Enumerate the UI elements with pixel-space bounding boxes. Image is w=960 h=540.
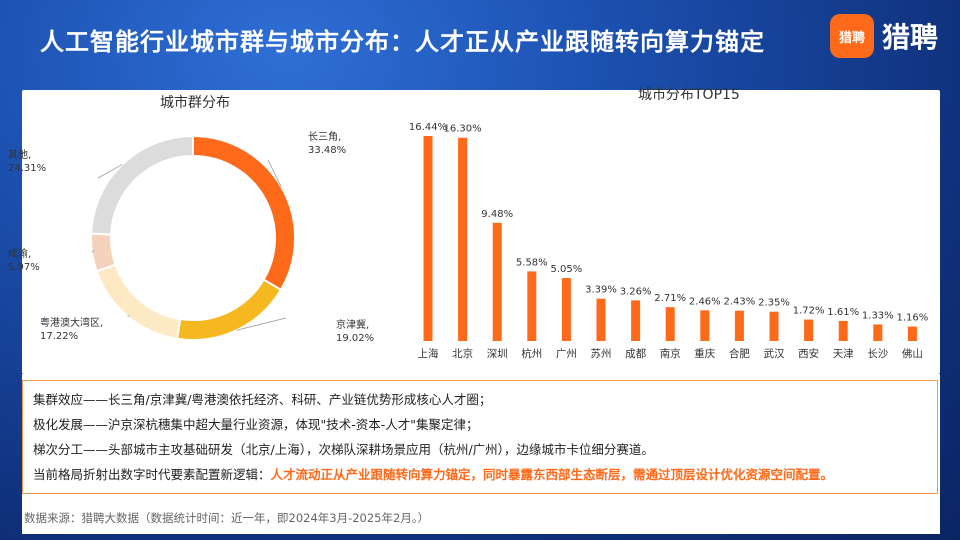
- bar-value-label: 2.35%: [758, 298, 790, 309]
- bar: [492, 222, 502, 341]
- bar: [873, 324, 883, 341]
- donut-chart-title: 城市群分布: [160, 95, 230, 111]
- bar-category-label: 天津: [833, 348, 854, 360]
- bar: [734, 310, 744, 341]
- bar-value-label: 9.48%: [481, 209, 513, 220]
- bar-category-label: 武汉: [764, 347, 785, 360]
- donut-slice-value: 17.22%: [40, 331, 78, 342]
- donut-leader-line: [97, 163, 123, 179]
- bar: [596, 298, 606, 341]
- data-source: 数据来源：猎聘大数据（数据统计时间：近一年，即2024年3月-2025年2月。）: [24, 506, 940, 530]
- bar: [804, 319, 814, 341]
- donut-slice-value: 33.48%: [308, 145, 346, 156]
- donut-slice-name: 长三角,: [308, 131, 341, 143]
- bar: [769, 311, 779, 341]
- bar-value-label: 16.30%: [444, 124, 482, 135]
- note-line-4-highlight: 人才流动正从产业跟随转向算力锚定，同时暴露东西部生态断层，需通过顶层设计优化资源…: [270, 467, 834, 482]
- notes-box: 集群效应——长三角/京津冀/粤港澳依托经济、科研、产业链优势形成核心人才圈； 极…: [22, 380, 938, 494]
- donut-slice: [192, 134, 296, 292]
- bar-value-label: 1.72%: [793, 306, 825, 317]
- bar-category-label: 深圳: [487, 348, 508, 360]
- bar-value-label: 1.61%: [827, 307, 859, 318]
- bar-value-label: 5.58%: [516, 257, 548, 268]
- donut-slice-name: 成渝,: [8, 247, 31, 260]
- bar: [631, 300, 641, 341]
- bar-value-label: 5.05%: [551, 264, 583, 275]
- note-line-3: 梯次分工——头部城市主攻基础研发（北京/上海），次梯队深耕场景应用（杭州/广州）…: [33, 442, 654, 457]
- donut-slice-name: 粤港澳大湾区,: [40, 316, 103, 329]
- bar: [527, 271, 537, 341]
- logo-text: 猎聘: [881, 21, 938, 54]
- donut-leader-line: [91, 249, 95, 253]
- bar: [838, 320, 848, 341]
- bar-category-label: 广州: [556, 348, 577, 360]
- bar-value-label: 2.43%: [724, 297, 756, 308]
- bar-category-label: 北京: [452, 347, 473, 360]
- bar-value-label: 3.26%: [620, 286, 652, 297]
- bar-category-label: 合肥: [729, 347, 750, 360]
- donut-slice: [95, 263, 182, 340]
- bar-chart-title: 城市分布TOP15: [638, 87, 740, 103]
- bar: [700, 310, 710, 341]
- bar-category-label: 南京: [660, 347, 681, 360]
- bar-category-label: 杭州: [521, 347, 542, 360]
- donut-slice: [90, 134, 194, 236]
- note-line-4: 当前格局折射出数字时代要素配置新逻辑：人才流动正从产业跟随转向算力锚定，同时暴露…: [33, 462, 927, 487]
- bar-category-label: 苏州: [591, 347, 612, 360]
- bar-value-label: 3.39%: [585, 285, 617, 296]
- bar-value-label: 2.46%: [689, 296, 721, 307]
- bar-value-label: 1.33%: [862, 310, 894, 321]
- donut-slice: [90, 232, 117, 273]
- donut-slice-value: 5.97%: [8, 262, 40, 273]
- bar-value-label: 1.16%: [897, 313, 929, 324]
- donut-leader-line: [236, 317, 287, 331]
- bar-category-label: 上海: [418, 347, 439, 360]
- bar-category-label: 重庆: [694, 347, 715, 360]
- donut-slice-value: 19.02%: [336, 333, 374, 344]
- note-line-1: 集群效应——长三角/京津冀/粤港澳依托经济、科研、产业链优势形成核心人才圈；: [33, 392, 492, 407]
- donut-slice: [175, 278, 283, 341]
- bar-category-label: 佛山: [902, 347, 923, 360]
- bar-category-label: 长沙: [867, 348, 888, 360]
- note-line-2: 极化发展——沪京深杭穗集中超大量行业资源，体现"技术-资本-人才"集聚定律；: [33, 417, 479, 432]
- bar-value-label: 2.71%: [654, 293, 686, 304]
- logo: 猎聘 猎聘: [829, 14, 938, 58]
- bar: [423, 136, 433, 341]
- bar: [665, 307, 675, 341]
- donut-leader-line: [267, 159, 282, 188]
- bar-value-label: 16.44%: [409, 122, 447, 133]
- bar-category-label: 成都: [625, 348, 646, 360]
- page-title: 人工智能行业城市群与城市分布：人才正从产业跟随转向算力锚定: [40, 28, 765, 56]
- bar: [907, 326, 917, 341]
- donut-slice-name: 京津冀,: [336, 318, 369, 331]
- note-line-4-prefix: 当前格局折射出数字时代要素配置新逻辑：: [33, 467, 271, 482]
- logo-badge: 猎聘: [829, 14, 874, 58]
- bar: [458, 137, 468, 341]
- bar: [561, 278, 571, 341]
- donut-slice-name: 其他,: [8, 148, 31, 161]
- bar-category-label: 西安: [798, 347, 819, 360]
- donut-slice-value: 24.31%: [8, 163, 46, 174]
